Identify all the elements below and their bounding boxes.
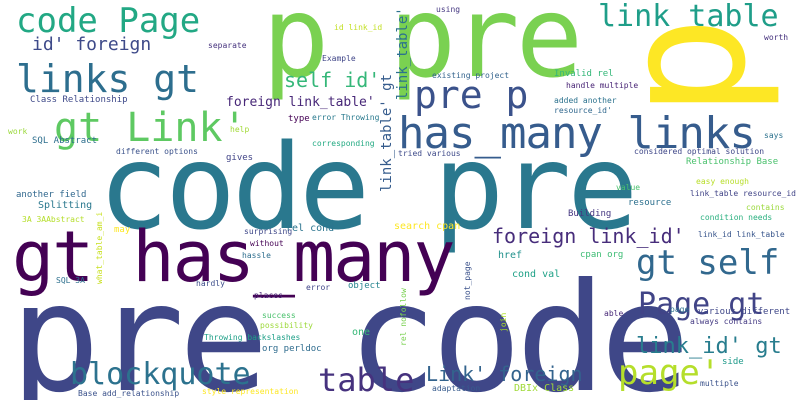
word-code-page: code Page xyxy=(16,1,201,41)
word-example: Example xyxy=(322,54,356,63)
word-gt-link: gt Link' xyxy=(54,105,247,151)
word-link-table-resource-id: link_table resource_id xyxy=(690,189,796,198)
word-page-small: page xyxy=(670,305,690,314)
word-search-cpan: search cpan xyxy=(394,221,461,232)
word-page-quote: page' xyxy=(618,353,721,393)
word-one: one xyxy=(352,327,371,338)
word-page-gt: Page gt xyxy=(638,287,765,322)
word-tried-various: tried various xyxy=(398,149,461,158)
word-may: may xyxy=(114,225,131,235)
word-what-table-am-i: what_table_am_i xyxy=(95,211,104,284)
word-code-pre: code pre xyxy=(98,118,638,256)
word-places: places xyxy=(254,291,283,300)
word-work: work xyxy=(8,127,28,136)
word-join: join xyxy=(499,312,508,332)
word-worth: worth xyxy=(764,33,789,42)
word-cpan-org: cpan org xyxy=(580,250,624,260)
word-gt-vertical: link_table' gt xyxy=(395,0,411,100)
word-self-id: self id' xyxy=(284,68,381,92)
word-relationship-base: Relationship Base xyxy=(686,157,779,167)
word-able: able xyxy=(604,309,624,318)
word-gives: gives xyxy=(226,153,254,163)
word-says: says xyxy=(764,131,784,140)
word-error-throwing: error Throwing xyxy=(312,113,380,122)
word-not-page: not_page xyxy=(463,261,472,300)
word-link-foreign: Link' foreign xyxy=(426,362,583,386)
word-building: Building xyxy=(568,209,612,219)
word-id-link-id: id link_id xyxy=(334,23,383,32)
word-splitting: Splitting xyxy=(38,200,93,211)
word-existing-project: existing project xyxy=(432,71,510,80)
word-added-another: added another xyxy=(554,96,617,105)
word-link-table-gt: link_table' gt xyxy=(379,73,395,192)
word-has-many-links: has_many links xyxy=(398,108,756,159)
word-separate: separate xyxy=(208,41,247,50)
word-handle-multiple: handle multiple xyxy=(566,81,639,90)
word-throwing-backslashes: Throwing backslashes xyxy=(204,333,301,342)
word-cond-val: cond val xyxy=(512,269,561,280)
word-multiple: multiple xyxy=(700,379,739,388)
word-resource-id: resource_id' xyxy=(554,106,612,115)
word-surprising: surprising xyxy=(244,227,293,236)
word-org-perldoc: org perldoc xyxy=(262,344,322,354)
word-3a-abstract: 3A 3AAbstract xyxy=(22,215,85,224)
word-corresponding: corresponding xyxy=(312,139,375,148)
word-adaptation: adaptation xyxy=(432,384,481,393)
word-base-add-relationship: Base add_relationship xyxy=(78,389,180,398)
word-links-gt: links gt xyxy=(16,57,200,101)
word-foreign-link-table: foreign link_table' xyxy=(226,95,375,110)
word-contains: contains xyxy=(746,203,785,212)
word-blockquote: blockquote xyxy=(70,357,251,392)
word-condition-needs: condition needs xyxy=(700,213,773,222)
word-help: help xyxy=(230,125,250,134)
word-object: object xyxy=(348,281,381,291)
word-hardly: hardly xyxy=(196,279,225,288)
word-link-id-gt: link_id' gt xyxy=(636,334,782,359)
word-type: type xyxy=(288,114,310,124)
word-gt-self: gt self xyxy=(636,243,780,283)
word-various-different: various different xyxy=(698,307,791,317)
word-hassle: hassle xyxy=(242,251,271,260)
word-style-representation: style representation xyxy=(202,387,299,396)
word-class-relationship: Class Relationship xyxy=(30,95,128,105)
word-sql-3a: SQL 3A xyxy=(56,276,85,285)
word-id-foreign: id' foreign xyxy=(32,34,152,55)
word-success: success xyxy=(262,311,296,320)
word-side: side xyxy=(722,357,744,367)
word-table: table xyxy=(318,361,415,399)
word-pre-p: pre p xyxy=(414,73,529,117)
word-rel-cond: rel cond xyxy=(286,223,335,234)
word-sql-abstract: SQL Abstract xyxy=(32,136,98,146)
word-always-contains: always contains xyxy=(690,317,763,326)
word-dbix-class: DBIx Class xyxy=(514,383,575,394)
word-using: using xyxy=(436,5,461,14)
word-considered-optimal: considered optimal solution xyxy=(634,147,765,156)
word-link-table: link table xyxy=(598,0,779,34)
word-another-field: another field xyxy=(16,190,87,200)
word-foreign-link-id: foreign link_id' xyxy=(492,224,685,248)
word-value: value xyxy=(616,183,641,192)
word-easy-enough: easy enough xyxy=(696,177,749,186)
word-p-pre: p pre xyxy=(262,0,583,103)
word-gt-has-many: gt has_many xyxy=(12,216,456,298)
word-link-id-link-table: link_id link_table xyxy=(698,230,785,239)
word-possibility: possibility xyxy=(260,321,313,330)
word-error: error xyxy=(306,283,331,292)
word-without: without xyxy=(250,239,284,248)
word-resource: resource xyxy=(628,198,672,208)
word-pre-code: pre code xyxy=(10,252,690,400)
word-href: href xyxy=(498,250,523,261)
word-rel-nofollow: rel nofollow xyxy=(399,288,408,346)
word-invalid-rel: Invalid rel xyxy=(554,69,614,79)
word-different-options: different options xyxy=(116,147,198,156)
